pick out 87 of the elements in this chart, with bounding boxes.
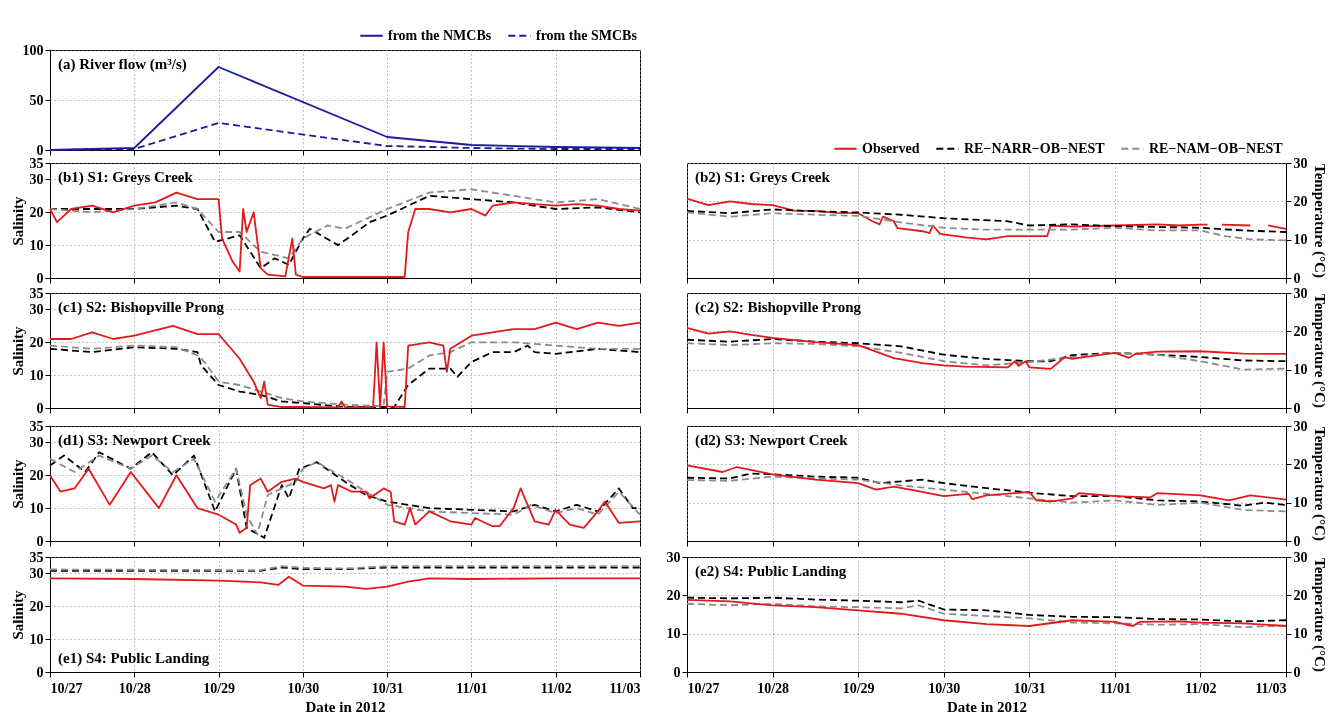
y-axis-title: Salinity: [9, 325, 26, 376]
y-tick-label: 0: [36, 533, 44, 549]
line-series: [686, 326, 1287, 370]
x-tick-label: 10/31: [371, 680, 404, 696]
y2-tick-label: 0: [1293, 664, 1301, 680]
legend-label: Observed: [862, 140, 920, 156]
chart-title: (d1) S3: Newport Creek: [58, 432, 212, 449]
y2-axis-title: Temperature (°C): [1310, 294, 1328, 408]
y-tick-label: 20: [666, 587, 681, 603]
x-axis-title: Date in 2012: [947, 698, 1027, 712]
y-axis-title: Salinity: [9, 195, 26, 246]
y-tick-label: 35: [29, 549, 44, 565]
legend-label: from the NMCBs: [388, 27, 492, 43]
chart-title: (c2) S2: Bishopville Prong: [695, 299, 862, 316]
x-tick-label: 10/28: [118, 680, 151, 696]
y-tick-label: 0: [36, 142, 44, 158]
y2-tick-label: 10: [1293, 232, 1308, 248]
y2-tick-label: 30: [1293, 549, 1308, 565]
y2-tick-label: 0: [1293, 533, 1301, 549]
y-tick-label: 30: [666, 549, 681, 565]
x-tick-label: 10/29: [203, 680, 236, 696]
y-axis-title: Salinity: [9, 589, 26, 640]
y-tick-label: 0: [673, 664, 681, 680]
x-tick-label: 10/27: [50, 680, 83, 696]
line-series: [49, 575, 641, 590]
y2-tick-label: 30: [1293, 285, 1308, 301]
legend-label: RE−NARR−OB−NEST: [964, 140, 1106, 156]
y2-tick-label: 10: [1293, 362, 1308, 378]
y2-axis-title: Temperature (°C): [1310, 427, 1328, 541]
y-tick-label: 0: [36, 270, 44, 286]
y2-tick-label: 20: [1293, 323, 1308, 339]
y2-tick-label: 20: [1293, 193, 1308, 209]
x-tick-label: 11/02: [1185, 680, 1217, 696]
x-axis-title: Date in 2012: [305, 698, 386, 712]
y2-tick-label: 0: [1293, 270, 1301, 286]
y-tick-label: 30: [29, 301, 44, 317]
y-tick-label: 35: [29, 285, 44, 301]
y-axis-title: Salinity: [9, 458, 26, 509]
legend-label: from the SMCBs: [536, 27, 638, 43]
y-tick-label: 35: [29, 418, 44, 434]
x-tick-label: 11/02: [540, 680, 572, 696]
chart-title: (d2) S3: Newport Creek: [695, 432, 849, 449]
x-tick-label: 11/01: [456, 680, 488, 696]
y-tick-label: 30: [29, 434, 44, 450]
y2-axis-title: Temperature (°C): [1310, 164, 1328, 278]
x-tick-label: 10/29: [842, 680, 875, 696]
y-tick-label: 50: [29, 92, 44, 108]
y-tick-label: 30: [29, 171, 44, 187]
y2-tick-label: 10: [1293, 495, 1308, 511]
chart-title: (b2) S1: Greys Creek: [695, 169, 831, 186]
x-tick-label: 11/03: [609, 680, 641, 696]
y-tick-label: 10: [29, 500, 44, 516]
x-tick-label: 10/30: [287, 680, 320, 696]
x-tick-label: 10/31: [1013, 680, 1046, 696]
y2-tick-label: 30: [1293, 155, 1308, 171]
x-tick-label: 10/30: [928, 680, 961, 696]
chart-title: (a) River flow (m³/s): [58, 56, 187, 73]
line-series: [49, 467, 641, 534]
x-tick-label: 11/03: [1255, 680, 1287, 696]
x-tick-label: 10/28: [757, 680, 790, 696]
y2-tick-label: 20: [1293, 456, 1308, 472]
y2-tick-label: 20: [1293, 587, 1308, 603]
y2-tick-label: 0: [1293, 400, 1301, 416]
y-tick-label: 0: [36, 664, 44, 680]
y-tick-label: 20: [29, 467, 44, 483]
x-tick-label: 10/27: [687, 680, 720, 696]
y-tick-label: 30: [29, 565, 44, 581]
chart-title: (b1) S1: Greys Creek: [58, 169, 194, 186]
line-series: [686, 464, 1287, 503]
chart-title: (e2) S4: Public Landing: [695, 563, 847, 580]
y-tick-label: 20: [29, 334, 44, 350]
y-tick-label: 10: [666, 626, 681, 642]
y2-axis-title: Temperature (°C): [1310, 558, 1328, 672]
y-tick-label: 10: [29, 237, 44, 253]
chart-title: (c1) S2: Bishopville Prong: [58, 299, 225, 316]
y-tick-label: 20: [29, 598, 44, 614]
y-tick-label: 20: [29, 204, 44, 220]
legend-label: RE−NAM−OB−NEST: [1149, 140, 1284, 156]
y2-tick-label: 30: [1293, 418, 1308, 434]
y-tick-label: 35: [29, 155, 44, 171]
y-tick-label: 10: [29, 367, 44, 383]
y-tick-label: 10: [29, 631, 44, 647]
y-tick-label: 100: [22, 42, 44, 58]
y-tick-label: 0: [36, 400, 44, 416]
text: (e1) S4: Public Landing: [58, 650, 210, 667]
y2-tick-label: 10: [1293, 626, 1308, 642]
x-tick-label: 11/01: [1099, 680, 1131, 696]
